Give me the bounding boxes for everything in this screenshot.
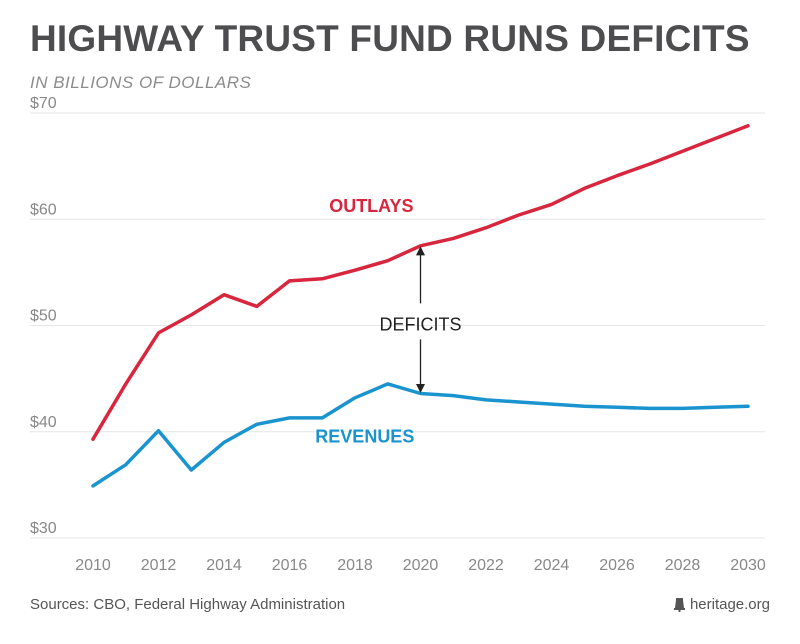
- x-tick-label: 2020: [403, 557, 439, 574]
- y-tick-label: $40: [30, 414, 57, 431]
- chart-subtitle: IN BILLIONS OF DOLLARS: [30, 73, 252, 92]
- x-tick-label: 2010: [75, 557, 111, 574]
- x-tick-label: 2026: [599, 557, 635, 574]
- chart-title: HIGHWAY TRUST FUND RUNS DEFICITS: [30, 18, 750, 59]
- series-line-outlays: [91, 124, 750, 441]
- brand-credit: heritage.org: [673, 596, 770, 613]
- x-tick-label: 2016: [272, 557, 308, 574]
- series-label-revenues: REVENUES: [315, 426, 414, 446]
- x-tick-label: 2022: [468, 557, 504, 574]
- x-tick-label: 2024: [534, 557, 570, 574]
- series-label-outlays: OUTLAYS: [329, 196, 413, 216]
- y-tick-label: $30: [30, 520, 57, 537]
- x-tick-label: 2014: [206, 557, 242, 574]
- x-tick-label: 2028: [665, 557, 701, 574]
- x-tick-label: 2012: [141, 557, 177, 574]
- liberty-bell-icon: [673, 597, 685, 612]
- x-tick-label: 2030: [730, 557, 766, 574]
- sources-note: Sources: CBO, Federal Highway Administra…: [30, 596, 346, 613]
- y-tick-label: $60: [30, 201, 57, 218]
- brand-name: heritage.org: [689, 596, 770, 613]
- y-tick-label: $70: [30, 95, 57, 112]
- y-tick-label: $50: [30, 308, 57, 325]
- x-tick-label: 2018: [337, 557, 373, 574]
- series-line-revenues: [91, 382, 750, 488]
- annotation-deficits: DEFICITS: [379, 314, 461, 334]
